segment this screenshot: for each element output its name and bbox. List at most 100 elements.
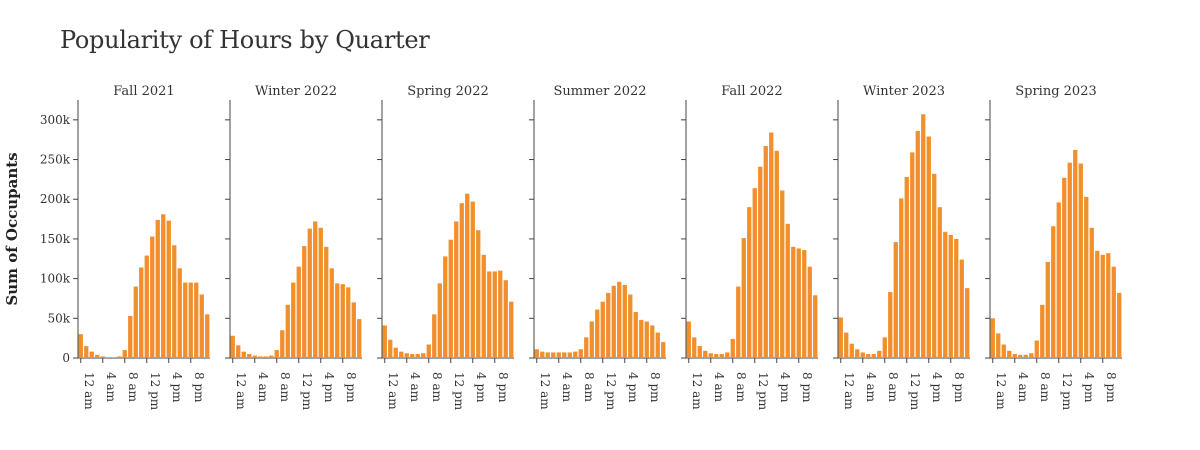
bar [177, 268, 182, 358]
x-tick-label: 4 am [1016, 372, 1030, 403]
bar [774, 150, 779, 358]
bar [415, 354, 420, 358]
x-tick-label: 8 pm [1104, 372, 1118, 403]
bar [562, 352, 567, 358]
bar [855, 349, 860, 358]
x-tick-label: 12 pm [452, 372, 466, 411]
bar [122, 350, 127, 358]
bar [747, 207, 752, 358]
bar [758, 166, 763, 358]
bar [769, 132, 774, 358]
bar [622, 284, 627, 358]
bar [589, 321, 594, 358]
x-tick-label: 12 am [234, 372, 248, 410]
bar [556, 352, 561, 358]
x-tick-label: 12 am [994, 372, 1008, 410]
bar [388, 339, 393, 358]
bar [155, 219, 160, 358]
bar [448, 239, 453, 358]
bar [725, 352, 730, 358]
bar [1106, 253, 1111, 358]
bar [296, 266, 301, 358]
x-tick-label: 4 pm [930, 372, 944, 403]
x-tick-label: 4 pm [474, 372, 488, 403]
bar [393, 347, 398, 358]
bar [166, 220, 171, 358]
x-tick-label: 8 pm [800, 372, 814, 403]
bar [600, 301, 605, 358]
bar [813, 295, 818, 358]
bar [509, 301, 514, 358]
bar [697, 346, 702, 358]
bar [1117, 292, 1122, 358]
bar [404, 353, 409, 358]
bar [719, 354, 724, 358]
x-tick-label: 8 pm [952, 372, 966, 403]
bar [161, 214, 166, 358]
bar [838, 317, 843, 358]
x-tick-label: 12 am [386, 372, 400, 410]
bar [617, 281, 622, 358]
bar [959, 259, 964, 358]
x-tick-label: 12 pm [604, 372, 618, 411]
bar [633, 311, 638, 358]
bar [965, 288, 970, 358]
bar [606, 292, 611, 358]
y-tick-label: 0 [62, 351, 70, 365]
bar [1089, 227, 1094, 358]
x-tick-label: 4 pm [626, 372, 640, 403]
x-tick-label: 4 am [560, 372, 574, 403]
bar [252, 355, 257, 358]
bar [736, 286, 741, 358]
x-tick-label: 12 pm [300, 372, 314, 411]
bar [1073, 150, 1078, 358]
bar [1045, 261, 1050, 358]
bar [454, 221, 459, 358]
y-tick-label: 150k [40, 232, 71, 246]
bar [426, 344, 431, 358]
bar [915, 130, 920, 358]
bar [882, 337, 887, 358]
bar [763, 146, 768, 358]
bar [188, 282, 193, 358]
bar [650, 325, 655, 358]
bar [1095, 250, 1100, 358]
bar [443, 256, 448, 358]
bar [481, 254, 486, 358]
bar [205, 314, 210, 358]
bar [340, 284, 345, 358]
bar [465, 193, 470, 358]
bar [866, 354, 871, 358]
bar [421, 353, 426, 358]
bar [899, 198, 904, 358]
bar [1056, 202, 1061, 358]
bar [1029, 353, 1034, 358]
bar [503, 280, 508, 358]
facet-title: Winter 2022 [255, 84, 337, 99]
bar [144, 255, 149, 358]
x-tick-label: 12 pm [148, 372, 162, 411]
bar [258, 356, 263, 358]
bar [459, 203, 464, 358]
bar [639, 319, 644, 358]
bar [888, 292, 893, 358]
bar [291, 282, 296, 358]
bar [313, 221, 318, 358]
bar [498, 270, 503, 358]
chart-title: Popularity of Hours by Quarter [60, 26, 430, 54]
bar [302, 246, 307, 358]
bar [551, 352, 556, 358]
bar [1018, 354, 1023, 358]
bar [937, 207, 942, 358]
bar [492, 271, 497, 358]
facet-title: Fall 2022 [721, 84, 782, 99]
x-tick-label: 12 am [538, 372, 552, 410]
bar [329, 268, 334, 358]
bar [269, 355, 274, 358]
bar [1034, 340, 1039, 358]
bar [893, 242, 898, 358]
bar [106, 357, 111, 358]
x-tick-label: 4 am [864, 372, 878, 403]
bar [307, 228, 312, 358]
